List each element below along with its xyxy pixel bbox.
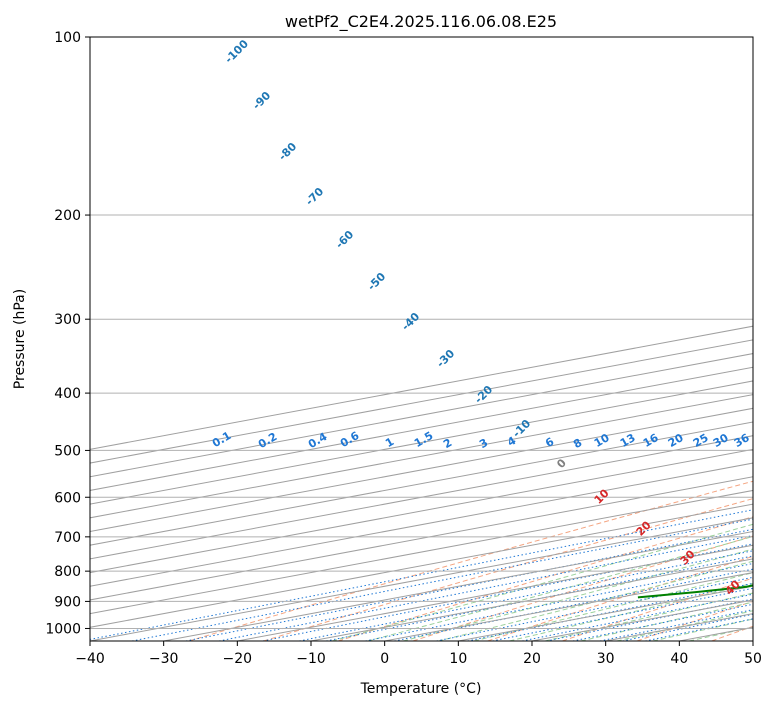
plot-area xyxy=(90,37,753,641)
y-axis: 100 200 300 400 500 600 700 800 900 1000 xyxy=(45,30,90,637)
isotherm xyxy=(90,503,753,628)
x-tick-label: 0 xyxy=(380,651,389,667)
x-axis-label: Temperature (°C) xyxy=(360,681,482,697)
mixing-ratio-line xyxy=(131,518,753,641)
y-tick-label: 1000 xyxy=(45,621,81,637)
reference-lines xyxy=(90,37,753,641)
x-tick-label: −10 xyxy=(296,651,326,667)
isotherm xyxy=(90,435,753,560)
x-axis: −40 −30 −20 −10 0 10 20 30 40 50 xyxy=(75,641,762,667)
x-tick-label: −40 xyxy=(75,651,105,667)
y-tick-label: 800 xyxy=(54,564,81,580)
isotherm xyxy=(90,448,753,574)
isotherm xyxy=(90,462,753,587)
isotherm xyxy=(90,489,753,615)
isotherm xyxy=(90,517,753,641)
x-tick-label: 50 xyxy=(744,651,762,667)
plot-frame xyxy=(89,36,754,642)
mixing-ratio-line xyxy=(218,535,753,641)
x-tick-label: 10 xyxy=(449,651,467,667)
mixing-ratio-line xyxy=(185,528,753,641)
y-axis-label: Pressure (hPa) xyxy=(12,289,28,389)
y-tick-label: 100 xyxy=(54,30,81,46)
mixing-ratio-line xyxy=(467,582,753,641)
x-tick-label: 40 xyxy=(670,651,688,667)
mixing-ratio-line xyxy=(492,587,753,641)
chart-title: wetPf2_C2E4.2025.116.06.08.E25 xyxy=(285,12,557,32)
y-tick-label: 700 xyxy=(54,530,81,546)
isotherm xyxy=(90,325,753,450)
isotherm xyxy=(90,421,753,546)
moist-adiabat xyxy=(580,601,753,641)
y-tick-label: 200 xyxy=(54,208,81,224)
x-tick-label: −30 xyxy=(149,651,179,667)
isotherm xyxy=(90,476,753,601)
y-tick-label: 400 xyxy=(54,386,81,402)
isotherm xyxy=(163,530,753,641)
moist-adiabat xyxy=(367,535,753,641)
moist-adiabat xyxy=(509,582,753,641)
y-tick-label: 600 xyxy=(54,490,81,506)
mixing-ratio-line xyxy=(436,576,753,641)
y-tick-label: 500 xyxy=(54,443,81,459)
y-tick-label: 300 xyxy=(54,312,81,328)
x-tick-label: −20 xyxy=(223,651,253,667)
dry-adiabat xyxy=(338,516,753,641)
x-tick-label: 20 xyxy=(523,651,541,667)
y-tick-label: 900 xyxy=(54,594,81,610)
x-tick-label: 30 xyxy=(597,651,615,667)
